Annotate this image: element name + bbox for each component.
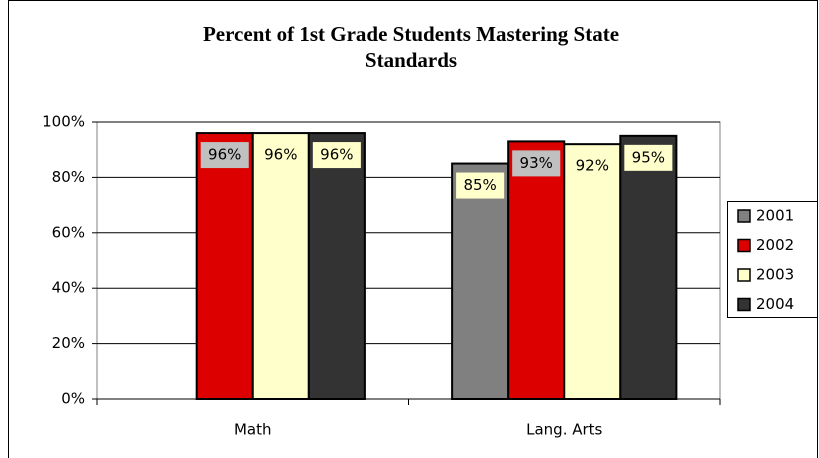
y-tick-label: 0% (61, 390, 85, 408)
value-label: 96% (208, 146, 241, 164)
value-label: 93% (520, 154, 553, 172)
legend-label: 2002 (756, 236, 794, 254)
y-tick-label: 80% (52, 168, 85, 186)
legend-label: 2003 (756, 266, 794, 284)
y-tick-label: 60% (52, 223, 85, 241)
y-tick-label: 40% (52, 279, 85, 297)
value-label: 95% (632, 148, 665, 166)
x-tick-label: Math (234, 421, 272, 439)
legend-swatch (737, 238, 751, 253)
value-label-bg (568, 153, 617, 180)
value-label-bg (312, 142, 361, 169)
x-tick-label: Lang. Arts (526, 421, 602, 439)
value-label-bg (512, 150, 561, 177)
value-label: 96% (320, 146, 353, 164)
bar (451, 162, 510, 400)
legend-swatch (737, 209, 751, 223)
bar (307, 132, 366, 401)
y-tick-label: 20% (52, 334, 85, 352)
chart-title: Standards (365, 48, 457, 72)
value-label-bg (200, 142, 249, 169)
bar (619, 134, 678, 400)
bar (563, 143, 622, 400)
value-label: 85% (463, 176, 496, 194)
value-label-bg (456, 172, 505, 199)
chart-title: Percent of 1st Grade Students Mastering … (203, 22, 619, 46)
y-tick-label: 100% (42, 113, 85, 131)
value-label: 96% (264, 146, 297, 164)
value-label-bg (256, 142, 305, 169)
legend-swatch (737, 268, 751, 282)
value-label: 92% (576, 157, 609, 175)
legend-label: 2004 (756, 295, 794, 313)
value-label-bg (624, 144, 673, 171)
bar (507, 140, 566, 400)
bar (251, 132, 310, 401)
legend-swatch (737, 297, 751, 312)
bar (195, 132, 254, 401)
legend-label: 2001 (756, 207, 794, 225)
